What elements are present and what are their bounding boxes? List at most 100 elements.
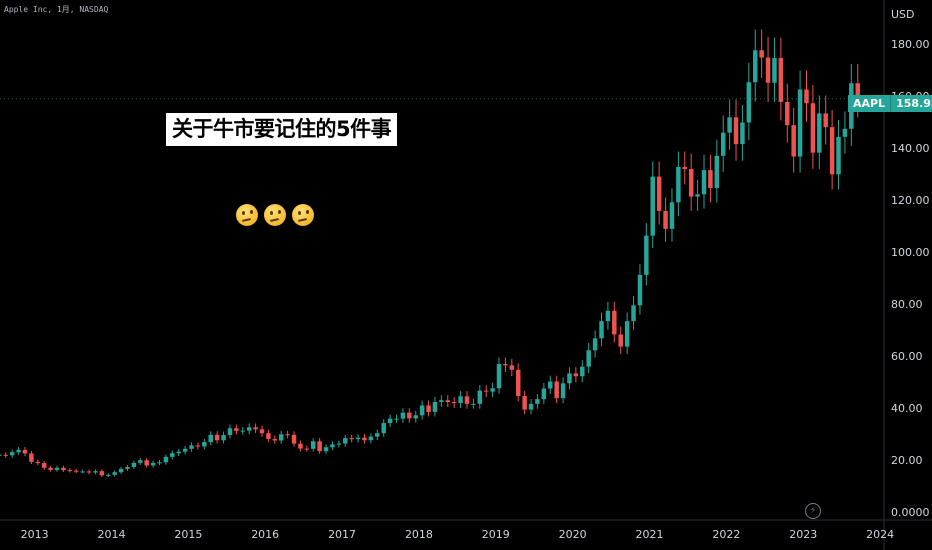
- candle-body: [804, 89, 809, 104]
- candle-body: [785, 101, 790, 126]
- candle-body: [9, 452, 15, 456]
- candle-body: [3, 454, 9, 456]
- x-tick-label: 2016: [251, 528, 279, 541]
- candle-body: [445, 400, 451, 403]
- candle-body: [368, 436, 374, 441]
- candle-body: [727, 117, 732, 133]
- candle-body: [112, 472, 117, 475]
- candle-body: [413, 415, 418, 419]
- candle-body: [195, 445, 201, 447]
- candle-body: [656, 176, 662, 211]
- candle-body: [637, 274, 643, 306]
- candle-body: [554, 381, 559, 399]
- candle-body: [349, 438, 354, 440]
- x-tick-label: 2023: [789, 528, 817, 541]
- candle-body: [772, 58, 777, 83]
- x-tick-label: 2018: [405, 528, 433, 541]
- candle-body: [829, 127, 835, 175]
- thinking-face-icon: [292, 204, 314, 226]
- candle-body: [16, 449, 21, 453]
- candle-body: [67, 470, 73, 472]
- candle-body: [48, 467, 53, 470]
- candle-body: [99, 471, 105, 476]
- candle-body: [106, 474, 111, 476]
- y-tick-label: 20.00: [891, 454, 923, 467]
- y-tick-label: 100.00: [891, 246, 930, 259]
- candle-body: [439, 400, 444, 403]
- candle-body: [375, 433, 380, 437]
- candle-body: [400, 412, 406, 419]
- candle-body: [253, 427, 258, 430]
- candle-body: [759, 50, 764, 58]
- candle-body: [93, 471, 98, 473]
- x-tick-label: 2021: [636, 528, 664, 541]
- candle-body: [477, 390, 483, 404]
- candle-body: [227, 428, 233, 436]
- candle-body: [810, 103, 816, 153]
- candle-body: [560, 383, 566, 399]
- candle-body: [490, 388, 495, 392]
- candle-body: [419, 405, 425, 416]
- price-tag-symbol: AAPL: [848, 95, 892, 112]
- candle-body: [483, 390, 489, 392]
- candle-body: [541, 388, 547, 400]
- candle-body: [157, 462, 162, 464]
- candle-body: [695, 194, 700, 197]
- candle-body: [234, 428, 239, 431]
- candle-body: [202, 442, 207, 447]
- candle-body: [720, 132, 726, 156]
- candle-body: [323, 447, 329, 452]
- candle-body: [612, 310, 617, 335]
- candle-body: [272, 438, 278, 441]
- candle-body: [246, 427, 252, 431]
- x-tick-label: 2022: [712, 528, 740, 541]
- candle-body: [336, 443, 342, 445]
- candle-body: [311, 441, 316, 449]
- candle-body: [451, 402, 457, 404]
- candle-body: [669, 202, 675, 229]
- x-tick-label: 2019: [482, 528, 510, 541]
- candle-body: [29, 453, 34, 462]
- candle-body: [644, 235, 649, 275]
- candle-body: [708, 170, 713, 189]
- symbol-title: Apple Inc, 1月, NASDAQ: [4, 5, 109, 14]
- x-tick-label: 2024: [866, 528, 894, 541]
- candle-body: [41, 463, 47, 468]
- candle-body: [54, 467, 60, 470]
- candle-body: [304, 448, 310, 450]
- candle-body: [266, 433, 271, 439]
- candle-body: [797, 89, 803, 157]
- candle-body: [259, 429, 265, 434]
- candle-body: [650, 176, 655, 236]
- candle-body: [343, 438, 348, 444]
- headline-banner: 关于牛市要记住的5件事: [166, 113, 398, 146]
- candle-body: [714, 155, 720, 189]
- candle-body: [458, 396, 463, 404]
- x-tick-label: 2015: [174, 528, 202, 541]
- candle-body: [362, 437, 367, 441]
- x-tick-label: 2017: [328, 528, 356, 541]
- candle-body: [291, 434, 297, 444]
- candle-body: [464, 396, 470, 404]
- y-tick-label: 140.00: [891, 142, 930, 155]
- candle-body: [791, 125, 796, 157]
- candle-body: [836, 136, 841, 175]
- candle-body: [163, 456, 169, 463]
- candle-body: [35, 461, 41, 464]
- tradingview-logo-icon[interactable]: ⚡: [805, 503, 821, 519]
- currency-label: USD: [891, 8, 915, 21]
- candle-body: [86, 471, 92, 473]
- candle-body: [599, 321, 604, 339]
- candle-body: [381, 423, 386, 434]
- x-tick-label: 2013: [21, 528, 49, 541]
- candle-body: [618, 334, 623, 347]
- candle-body: [817, 113, 822, 153]
- candle-body: [682, 166, 688, 170]
- candle-body: [580, 366, 585, 377]
- candle-body: [605, 310, 611, 322]
- candle-body: [509, 365, 515, 370]
- candle-body: [22, 449, 28, 454]
- candle-body: [317, 441, 322, 452]
- candle-body: [61, 467, 66, 471]
